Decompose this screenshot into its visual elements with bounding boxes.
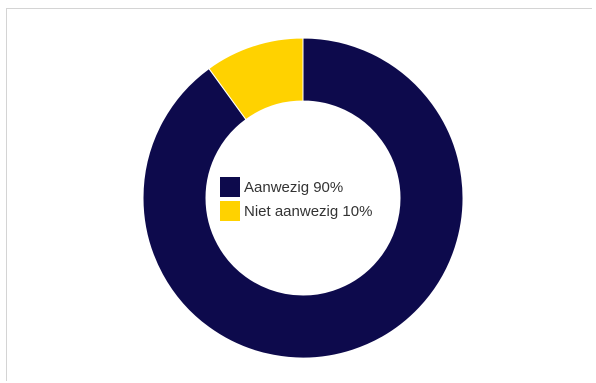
chart-legend: Aanwezig 90% Niet aanwezig 10% — [220, 177, 372, 225]
legend-swatch-aanwezig — [220, 177, 240, 197]
donut-slice-aanwezig — [142, 37, 464, 359]
legend-item-niet-aanwezig: Niet aanwezig 10% — [220, 201, 372, 221]
legend-swatch-niet-aanwezig — [220, 201, 240, 221]
legend-item-aanwezig: Aanwezig 90% — [220, 177, 372, 197]
legend-label-niet-aanwezig: Niet aanwezig 10% — [244, 202, 373, 220]
legend-label-aanwezig: Aanwezig 90% — [244, 178, 344, 196]
donut-slice-niet-aanwezig — [208, 37, 304, 121]
